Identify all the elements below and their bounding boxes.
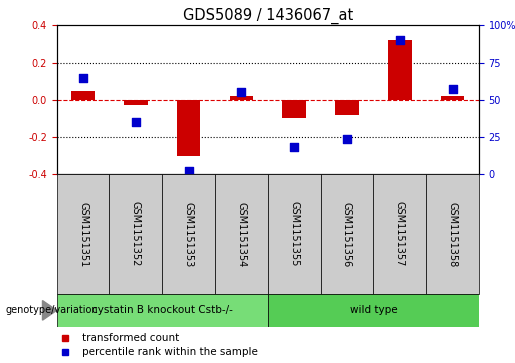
- Point: [343, 136, 351, 142]
- Point: [79, 74, 87, 80]
- Point: [184, 168, 193, 174]
- Bar: [177, 100, 200, 156]
- Bar: [320, 174, 373, 294]
- Point: [290, 144, 298, 150]
- Bar: [268, 294, 479, 327]
- Bar: [230, 96, 253, 100]
- Text: GSM1151358: GSM1151358: [448, 201, 457, 267]
- Bar: [282, 100, 306, 118]
- Bar: [162, 174, 215, 294]
- Text: percentile rank within the sample: percentile rank within the sample: [82, 347, 258, 357]
- Bar: [215, 174, 268, 294]
- Bar: [57, 294, 268, 327]
- Point: [396, 37, 404, 43]
- Bar: [268, 174, 320, 294]
- Bar: [57, 174, 109, 294]
- Text: GSM1151351: GSM1151351: [78, 201, 88, 267]
- Text: GSM1151354: GSM1151354: [236, 201, 246, 267]
- Bar: [388, 40, 411, 100]
- Bar: [335, 100, 359, 115]
- Polygon shape: [42, 301, 57, 320]
- Text: transformed count: transformed count: [82, 334, 179, 343]
- Bar: [71, 90, 95, 100]
- Point: [132, 119, 140, 125]
- Bar: [373, 174, 426, 294]
- Text: wild type: wild type: [350, 305, 397, 315]
- Text: GSM1151357: GSM1151357: [395, 201, 405, 267]
- Text: GSM1151353: GSM1151353: [184, 201, 194, 267]
- Point: [237, 89, 246, 95]
- Bar: [426, 174, 479, 294]
- Title: GDS5089 / 1436067_at: GDS5089 / 1436067_at: [183, 8, 353, 24]
- Bar: [124, 100, 148, 105]
- Point: [449, 86, 457, 92]
- Text: GSM1151355: GSM1151355: [289, 201, 299, 267]
- Bar: [441, 96, 465, 100]
- Text: genotype/variation: genotype/variation: [5, 305, 98, 315]
- Text: cystatin B knockout Cstb-/-: cystatin B knockout Cstb-/-: [92, 305, 233, 315]
- Text: GSM1151352: GSM1151352: [131, 201, 141, 267]
- Bar: [109, 174, 162, 294]
- Text: GSM1151356: GSM1151356: [342, 201, 352, 267]
